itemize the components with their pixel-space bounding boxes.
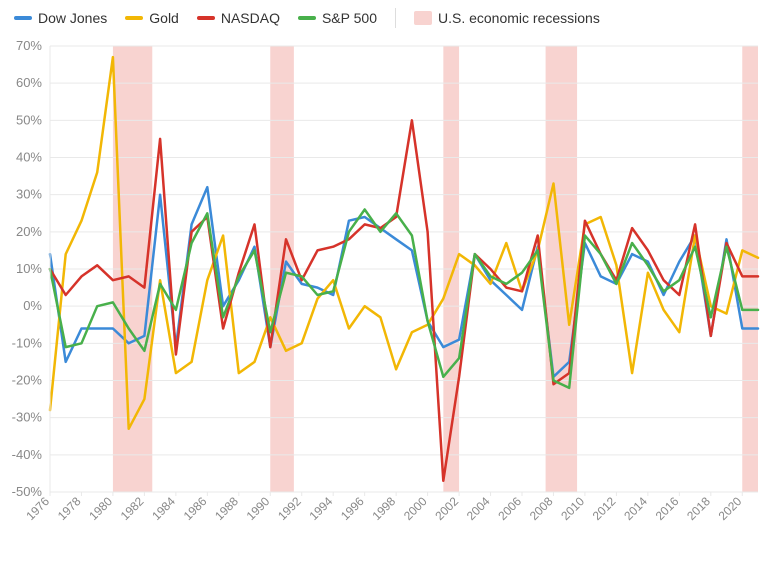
legend-label-dow: Dow Jones (38, 10, 107, 26)
legend-label-gold: Gold (149, 10, 179, 26)
x-tick-label: 1980 (86, 494, 115, 523)
y-tick-label: -10% (12, 335, 43, 350)
x-tick-label: 1984 (149, 494, 178, 523)
x-tick-label: 2008 (527, 494, 556, 523)
x-tick-label: 2004 (464, 494, 493, 523)
x-tick-label: 1990 (244, 494, 273, 523)
legend-item-nasdaq: NASDAQ (197, 10, 280, 26)
x-tick-label: 2018 (684, 494, 713, 523)
x-tick-label: 2010 (558, 494, 587, 523)
x-tick-label: 1992 (275, 494, 304, 523)
x-tick-label: 2000 (401, 494, 430, 523)
x-tick-label: 2006 (495, 494, 524, 523)
swatch-sp500 (298, 16, 316, 20)
x-tick-label: 1986 (181, 494, 210, 523)
x-tick-label: 2012 (590, 494, 619, 523)
y-tick-label: 0% (23, 298, 42, 313)
chart-container: Dow Jones Gold NASDAQ S&P 500 U.S. econo… (0, 0, 770, 573)
y-tick-label: -20% (12, 373, 43, 388)
legend-separator (395, 8, 396, 28)
x-tick-label: 1998 (369, 494, 398, 523)
legend-item-gold: Gold (125, 10, 179, 26)
y-tick-label: 60% (16, 75, 42, 90)
y-tick-label: 10% (16, 261, 42, 276)
x-tick-label: 2002 (432, 494, 461, 523)
swatch-nasdaq (197, 16, 215, 20)
legend-label-nasdaq: NASDAQ (221, 10, 280, 26)
legend-label-recession: U.S. economic recessions (438, 10, 600, 26)
legend-item-recession: U.S. economic recessions (414, 10, 600, 26)
x-tick-label: 2016 (653, 494, 682, 523)
swatch-recession (414, 11, 432, 25)
legend: Dow Jones Gold NASDAQ S&P 500 U.S. econo… (14, 8, 600, 28)
x-tick-label: 1994 (307, 494, 336, 523)
y-tick-label: -30% (12, 410, 43, 425)
y-tick-label: 30% (16, 187, 42, 202)
y-tick-label: 70% (16, 38, 42, 53)
y-tick-label: 40% (16, 150, 42, 165)
plot-area: -50% -40% -30% -20% -10% 0% 10% 20% 30% 40% 50% 60%… (0, 36, 770, 573)
swatch-gold (125, 16, 143, 20)
series-gold (50, 57, 758, 429)
y-tick-label: 20% (16, 224, 42, 239)
legend-item-dow: Dow Jones (14, 10, 107, 26)
legend-label-sp500: S&P 500 (322, 10, 377, 26)
x-tick-label: 1996 (338, 494, 367, 523)
y-tick-label: -50% (12, 484, 43, 499)
legend-item-sp500: S&P 500 (298, 10, 377, 26)
x-tick-label: 1982 (118, 494, 147, 523)
chart-svg: -50% -40% -30% -20% -10% 0% 10% 20% 30% 40% 50% 60%… (0, 36, 770, 573)
y-tick-label: 50% (16, 112, 42, 127)
x-tick-label: 2020 (716, 494, 745, 523)
x-tick-label: 1988 (212, 494, 241, 523)
x-tick-label: 2014 (621, 494, 650, 523)
swatch-dow (14, 16, 32, 20)
y-tick-label: -40% (12, 447, 43, 462)
x-tick-label: 1978 (55, 494, 84, 523)
